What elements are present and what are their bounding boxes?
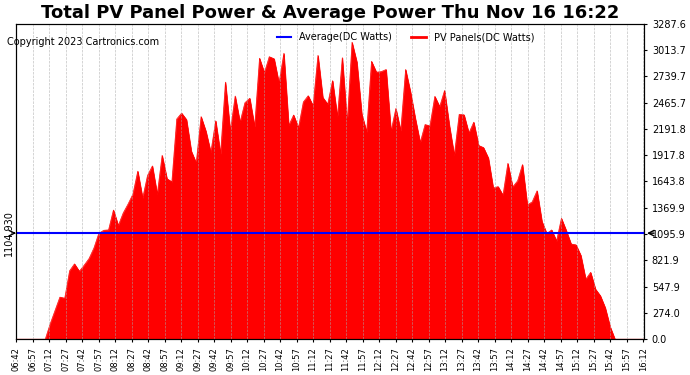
- Text: 1104.930: 1104.930: [4, 210, 14, 256]
- Text: Copyright 2023 Cartronics.com: Copyright 2023 Cartronics.com: [7, 37, 159, 47]
- Title: Total PV Panel Power & Average Power Thu Nov 16 16:22: Total PV Panel Power & Average Power Thu…: [41, 4, 620, 22]
- Legend: Average(DC Watts), PV Panels(DC Watts): Average(DC Watts), PV Panels(DC Watts): [273, 28, 538, 46]
